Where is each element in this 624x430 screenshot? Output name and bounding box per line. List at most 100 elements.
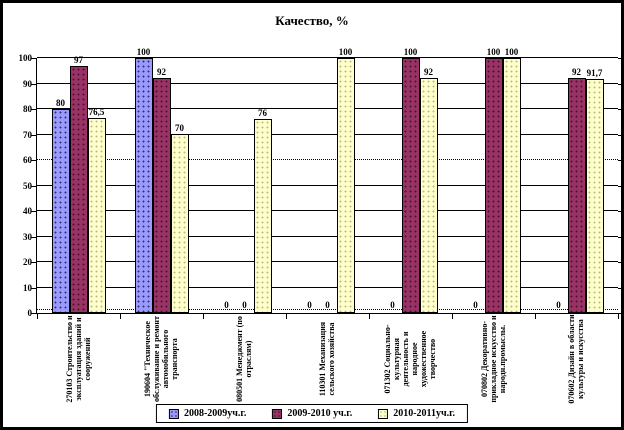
- gridline: [37, 261, 618, 262]
- bar: [152, 78, 171, 313]
- category-axis-labels: 270103 Строительство и эксплуатация здан…: [35, 314, 619, 404]
- y-tick-label: 50: [23, 180, 32, 191]
- y-tick-label: 20: [23, 257, 32, 267]
- bar-value-label: 0: [307, 300, 312, 310]
- gridline: [37, 57, 618, 58]
- category-label-text: 071302 Социально-культурная деятельность…: [382, 324, 437, 394]
- chart-title: Качество, %: [275, 13, 349, 28]
- bar: [502, 58, 521, 313]
- bar-value-label: 92: [572, 67, 581, 77]
- y-tick-label: 100: [18, 53, 33, 63]
- gridline: [37, 235, 618, 237]
- category-label-text: 070602 Дизайн в области культуры и искус…: [566, 314, 585, 404]
- bar: [134, 58, 153, 313]
- bar: [253, 119, 272, 313]
- gridline: [37, 309, 618, 311]
- bar-value-label: 91,7: [586, 68, 603, 78]
- category-label: 071302 Социально-культурная деятельность…: [367, 314, 453, 404]
- y-axis-tick-right: [618, 287, 621, 289]
- category-label: 110301 Механизация сельского хозяйства: [284, 314, 370, 404]
- category-label-text: 080501 Менеджмент (по отраслям): [234, 316, 253, 402]
- gridline: [37, 108, 618, 109]
- category-label: 270103 Строительство и эксплуатация здан…: [35, 314, 121, 404]
- legend: 2008-2009уч.г. 2009-2010 уч.г. 2010-2011уч…: [155, 404, 469, 423]
- legend-label: 2010-2011уч.г.: [393, 408, 456, 419]
- legend-marker-icon: [272, 408, 283, 419]
- y-tick-label: 40: [23, 206, 32, 216]
- y-axis-tick: [31, 236, 36, 238]
- category-label: 190604 "Техническое обслуживание и ремон…: [118, 314, 204, 404]
- category-label-text: 070802 Декоративно-прикладное искусство …: [479, 315, 506, 403]
- y-axis-tick-right: [618, 236, 621, 238]
- y-axis-tick: [31, 185, 36, 187]
- y-axis-tick: [31, 211, 36, 212]
- y-axis-tick: [31, 262, 36, 263]
- x-axis-tick: [120, 313, 121, 319]
- bar: [336, 58, 355, 313]
- bar-value-label: 0: [242, 300, 247, 310]
- y-axis-tick-right: [618, 211, 621, 212]
- bar: [484, 58, 503, 313]
- y-axis-tick-right: [618, 83, 621, 85]
- bar: [567, 78, 586, 313]
- bar-value-label: 97: [74, 55, 83, 65]
- y-axis-tick-right: [618, 185, 621, 187]
- bar-value-label: 100: [504, 47, 519, 57]
- y-axis-tick-right: [618, 160, 621, 161]
- bar-value-label: 0: [473, 300, 478, 310]
- y-axis-tick-right: [618, 58, 621, 59]
- y-tick-label: 60: [23, 155, 32, 165]
- y-axis-tick-right: [618, 262, 621, 263]
- y-tick-label: 80: [23, 104, 32, 114]
- y-tick-label: 70: [23, 129, 32, 140]
- bar-value-label: 100: [136, 47, 151, 57]
- category-label: 080501 Менеджмент (по отраслям): [201, 314, 287, 404]
- gridline: [37, 286, 618, 288]
- bar-value-label: 80: [56, 98, 65, 108]
- legend-marker-icon: [378, 408, 389, 419]
- bar-value-label: 92: [157, 67, 166, 77]
- y-axis-tick-right: [618, 134, 621, 136]
- y-axis-tick-right: [618, 313, 621, 314]
- bar-value-label: 100: [338, 47, 353, 57]
- bar-value-label: 0: [390, 300, 395, 310]
- bar-value-label: 0: [556, 300, 561, 310]
- x-axis-tick: [452, 313, 453, 319]
- y-axis-tick: [31, 313, 36, 314]
- legend-label: 2009-2010 уч.г.: [287, 408, 353, 419]
- bar-value-label: 76: [258, 108, 267, 118]
- category-label: 070602 Дизайн в области культуры и искус…: [533, 314, 619, 404]
- bar-value-label: 0: [325, 300, 330, 310]
- gridline: [37, 210, 618, 211]
- y-axis-tick-right: [618, 109, 621, 110]
- y-axis-tick: [31, 287, 36, 289]
- legend-entry: 2010-2011уч.г.: [378, 408, 455, 419]
- y-axis-tick: [31, 134, 36, 136]
- y-axis-tick: [31, 160, 36, 161]
- bar-value-label: 76,5: [88, 107, 105, 117]
- x-axis-tick: [618, 313, 619, 319]
- bar: [585, 79, 604, 313]
- gridline: [37, 159, 618, 160]
- category-label-text: 110301 Механизация сельского хозяйства: [317, 321, 336, 397]
- y-tick-label: 0: [27, 308, 33, 318]
- bar: [51, 109, 70, 313]
- x-axis-tick: [286, 313, 287, 319]
- bar: [87, 118, 106, 313]
- gridline: [37, 82, 618, 84]
- y-axis-tick: [31, 109, 36, 110]
- gridline: [37, 184, 618, 186]
- plot-area: 80 97 76,5 100 92 70 0 0 76 0 0 100 0 100 92 0 100 100 0 92…: [36, 47, 619, 319]
- y-axis-tick: [31, 83, 36, 85]
- x-axis-tick: [37, 313, 38, 319]
- legend-entry: 2009-2010 уч.г.: [272, 408, 352, 419]
- gridline: [37, 133, 618, 135]
- y-tick-label: 30: [23, 231, 32, 242]
- category-label-text: 270103 Строительство и эксплуатация здан…: [64, 315, 91, 403]
- bar-value-label: 70: [175, 123, 184, 133]
- category-label-text: 190604 "Техническое обслуживание и ремон…: [142, 316, 179, 402]
- bar: [401, 58, 420, 313]
- legend-label: 2008-2009уч.г.: [183, 408, 247, 419]
- x-axis-tick: [203, 313, 204, 319]
